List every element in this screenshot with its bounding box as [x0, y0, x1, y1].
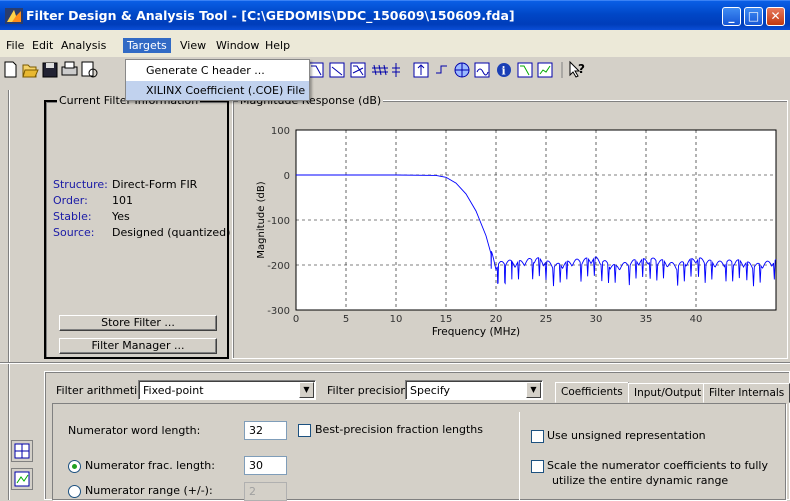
- new-icon[interactable]: [4, 61, 17, 78]
- num-word-length-field[interactable]: 32: [244, 421, 287, 440]
- menu-help[interactable]: Help: [265, 39, 291, 52]
- structure-value: Direct-Form FIR: [112, 178, 198, 191]
- magnitude-response-panel: [232, 100, 788, 359]
- toolbar-icons: i ?: [4, 60, 585, 78]
- magnitude-estimate-icon[interactable]: [517, 62, 533, 78]
- best-precision-label: Best-precision fraction lengths: [315, 423, 483, 436]
- y-tick-label: 100: [271, 126, 290, 137]
- x-tick-label: 30: [590, 314, 603, 325]
- x-axis-label: Frequency (MHz): [432, 326, 520, 338]
- left-divider: [8, 90, 10, 500]
- x-tick-label: 20: [490, 314, 503, 325]
- x-tick-label: 10: [390, 314, 403, 325]
- phase-response-icon[interactable]: [329, 62, 345, 78]
- svg-text:i: i: [502, 65, 506, 78]
- whats-this-icon[interactable]: ?: [569, 60, 585, 78]
- scale-numerator-checkbox[interactable]: [531, 460, 544, 473]
- y-tick-label: -200: [267, 261, 290, 272]
- window-title: Filter Design & Analysis Tool - [C:\GEDO…: [26, 8, 515, 23]
- menubar: File Edit Analysis Targets View Window H…: [0, 37, 790, 55]
- magnitude-series-line: [296, 174, 777, 287]
- menu-edit[interactable]: Edit: [32, 39, 54, 52]
- print-preview-icon[interactable]: [81, 61, 98, 78]
- coefficients-divider: [519, 412, 520, 500]
- order-value: 101: [112, 194, 133, 207]
- num-range-radio[interactable]: [68, 485, 81, 498]
- fdatool-app-icon: [5, 8, 23, 24]
- x-tick-label: 25: [540, 314, 553, 325]
- noise-psd-icon[interactable]: [537, 62, 553, 78]
- filter-precision-select[interactable]: Specify ▼: [405, 380, 543, 400]
- num-frac-length-radio[interactable]: [68, 460, 81, 473]
- order-label: Order:: [53, 194, 88, 207]
- step-response-icon[interactable]: [436, 65, 447, 74]
- unsigned-representation-label: Use unsigned representation: [547, 429, 706, 442]
- y-tick-label: 0: [284, 171, 290, 182]
- pole-zero-icon[interactable]: [392, 63, 400, 77]
- num-frac-length-field[interactable]: 30: [244, 456, 287, 475]
- filter-arithmetic-label: Filter arithmetic:: [56, 384, 147, 397]
- menu-view[interactable]: View: [180, 39, 207, 52]
- filter-arithmetic-select[interactable]: Fixed-point ▼: [138, 380, 316, 400]
- menu-window[interactable]: Window: [216, 39, 260, 52]
- num-range-field: 2: [244, 482, 287, 501]
- svg-text:?: ?: [578, 62, 585, 76]
- filter-manager-button[interactable]: Filter Manager ...: [59, 338, 217, 354]
- tab-filter-internals[interactable]: Filter Internals: [703, 383, 790, 403]
- print-icon[interactable]: [61, 61, 78, 76]
- stable-value: Yes: [112, 210, 130, 223]
- magnitude-response-chart: 0 5 10 15 20 25 30 35 40 100 0 -100 -200 -300 Frequenc…: [256, 126, 777, 338]
- y-tick-label: -300: [267, 306, 290, 317]
- menu-targets[interactable]: Targets: [123, 38, 171, 53]
- x-tick-label: 35: [640, 314, 653, 325]
- tab-coefficients[interactable]: Coefficients: [555, 382, 629, 403]
- y-tick-label: -100: [267, 216, 290, 227]
- source-value: Designed (quantized): [112, 226, 231, 239]
- round-off-noise-icon[interactable]: [474, 62, 490, 78]
- open-icon[interactable]: [22, 64, 39, 78]
- filter-arithmetic-value: Fixed-point: [143, 384, 204, 397]
- filter-coefficients-icon[interactable]: [454, 62, 470, 78]
- menu-file[interactable]: File: [6, 39, 25, 52]
- toolbar: i ?: [0, 57, 790, 87]
- stable-label: Stable:: [53, 210, 92, 223]
- maximize-button[interactable]: □: [744, 7, 763, 26]
- title-bar: Filter Design & Analysis Tool - [C:\GEDO…: [0, 0, 790, 30]
- chevron-down-icon[interactable]: ▼: [299, 382, 314, 398]
- mag-phase-icon[interactable]: [350, 62, 366, 78]
- num-frac-length-label: Numerator frac. length:: [85, 459, 215, 472]
- group-delay-icon[interactable]: [372, 64, 388, 76]
- save-icon[interactable]: [42, 62, 58, 78]
- source-label: Source:: [53, 226, 95, 239]
- best-precision-checkbox[interactable]: [298, 424, 311, 437]
- store-filter-button[interactable]: Store Filter ...: [59, 315, 217, 331]
- minimize-button[interactable]: _: [722, 7, 741, 26]
- menu-generate-c-header[interactable]: Generate C header ...: [146, 64, 265, 77]
- tab-input-output[interactable]: Input/Output: [628, 383, 708, 403]
- set-quantization-parameters-icon[interactable]: [11, 440, 33, 462]
- menu-analysis[interactable]: Analysis: [61, 39, 107, 52]
- x-tick-label: 15: [440, 314, 453, 325]
- filter-precision-label: Filter precision:: [327, 384, 412, 397]
- x-tick-label: 0: [293, 314, 299, 325]
- transform-filter-icon[interactable]: [11, 468, 33, 490]
- y-axis-label: Magnitude (dB): [256, 181, 267, 258]
- filter-info-icon[interactable]: i: [497, 63, 511, 78]
- menu-xilinx-coe-file[interactable]: XILINX Coefficient (.COE) File: [126, 81, 309, 100]
- num-range-label: Numerator range (+/-):: [85, 484, 213, 497]
- unsigned-representation-checkbox[interactable]: [531, 430, 544, 443]
- impulse-response-icon[interactable]: [413, 62, 429, 78]
- x-tick-label: 5: [343, 314, 349, 325]
- num-word-length-label: Numerator word length:: [68, 424, 201, 437]
- chevron-down-icon[interactable]: ▼: [526, 382, 541, 398]
- targets-dropdown-menu: Generate C header ... XILINX Coefficient…: [125, 59, 310, 101]
- x-tick-label: 40: [690, 314, 703, 325]
- scale-numerator-label-2: utilize the entire dynamic range: [552, 474, 729, 487]
- structure-label: Structure:: [53, 178, 108, 191]
- filter-precision-value: Specify: [410, 384, 451, 397]
- scale-numerator-label-1: Scale the numerator coefficients to full…: [547, 459, 768, 472]
- magnitude-response-icon[interactable]: [308, 62, 324, 78]
- close-button[interactable]: ✕: [766, 7, 785, 26]
